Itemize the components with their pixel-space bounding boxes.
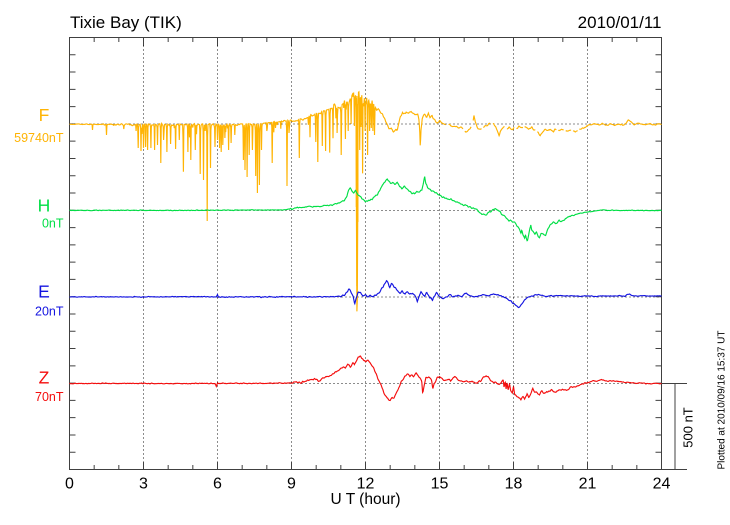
svg-text:U T (hour): U T (hour) [330, 491, 400, 508]
svg-text:20nT: 20nT [35, 304, 64, 318]
svg-text:3: 3 [139, 476, 148, 493]
svg-text:F: F [39, 105, 50, 125]
svg-text:Tixie Bay (TIK): Tixie Bay (TIK) [70, 13, 182, 32]
svg-text:59740nT: 59740nT [14, 131, 64, 145]
svg-text:H: H [38, 196, 51, 216]
svg-text:18: 18 [505, 476, 523, 493]
svg-text:15: 15 [431, 476, 449, 493]
svg-text:6: 6 [213, 476, 222, 493]
svg-text:0nT: 0nT [42, 217, 64, 231]
svg-text:0: 0 [65, 476, 74, 493]
svg-text:E: E [38, 281, 50, 301]
svg-text:21: 21 [579, 476, 597, 493]
svg-text:2010/01/11: 2010/01/11 [578, 13, 662, 32]
svg-text:500 nT: 500 nT [681, 407, 696, 448]
svg-text:24: 24 [653, 476, 671, 493]
svg-text:Z: Z [39, 368, 50, 388]
svg-text:Plotted at 2010/09/16 15:37 UT: Plotted at 2010/09/16 15:37 UT [717, 331, 728, 470]
svg-text:12: 12 [357, 476, 375, 493]
svg-text:9: 9 [287, 476, 296, 493]
svg-text:70nT: 70nT [35, 390, 64, 404]
